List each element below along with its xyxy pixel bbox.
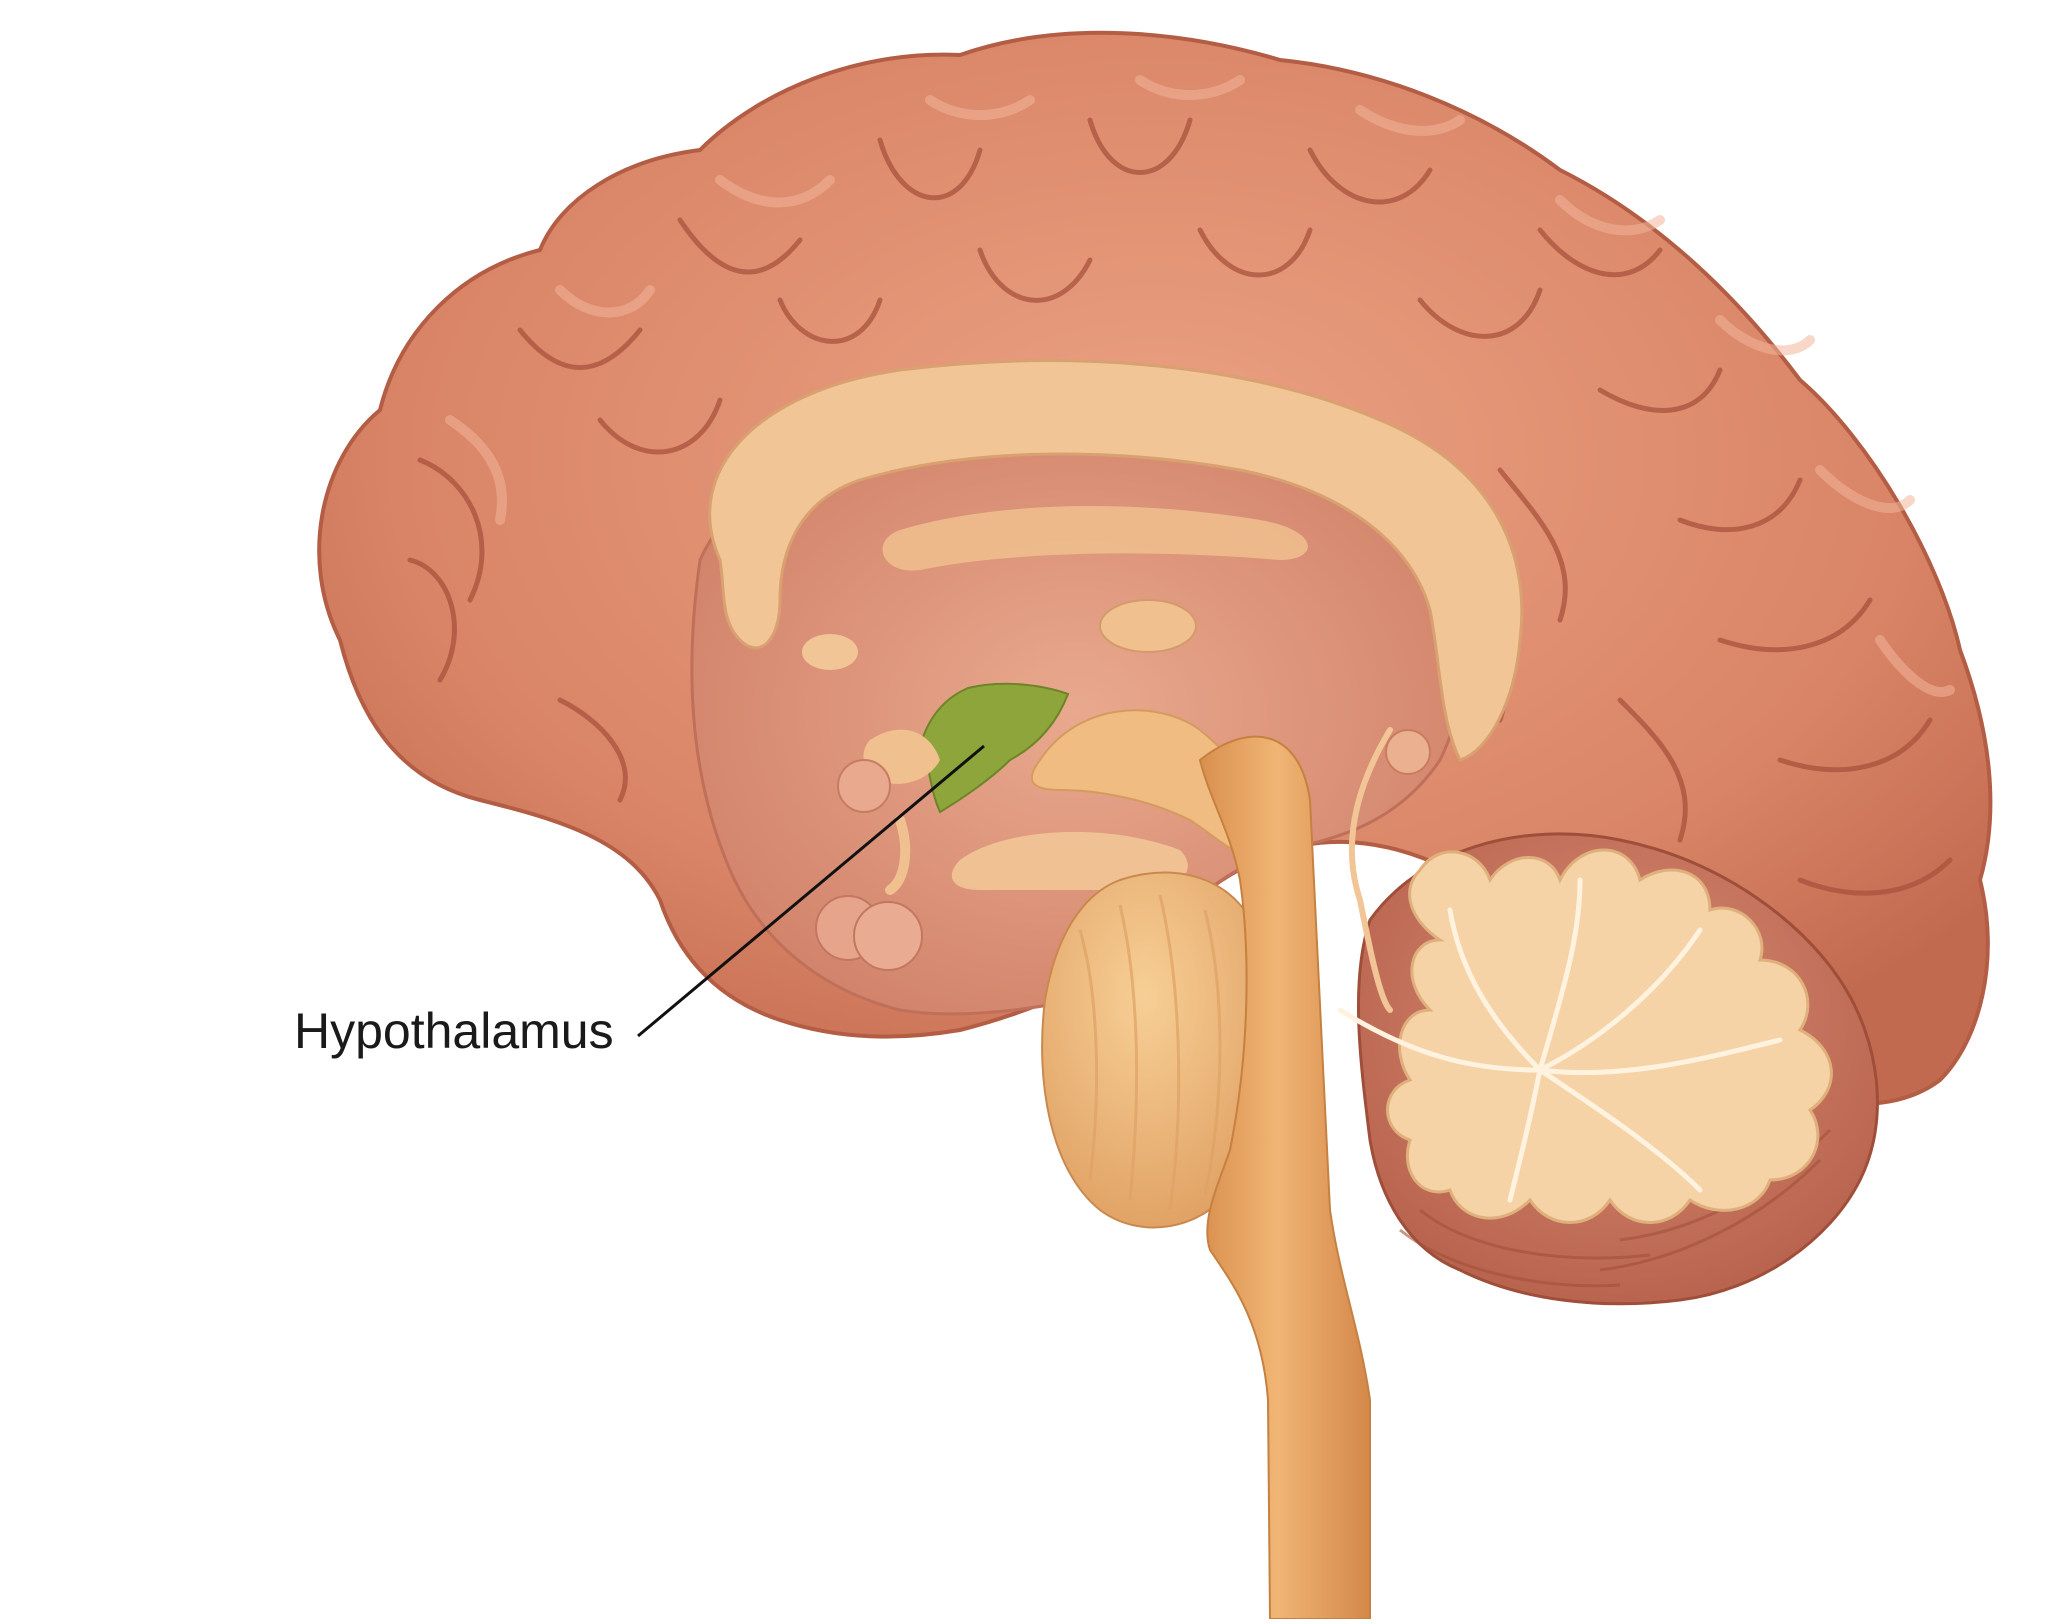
pons-striations — [1078, 894, 1222, 1211]
cerebral-aqueduct — [1348, 727, 1393, 1013]
anterior-commissure — [802, 634, 858, 670]
label-leader-line — [637, 744, 985, 1038]
gyri-highlights — [445, 75, 1955, 697]
brainstem — [1198, 735, 1371, 1620]
pituitary-upper — [837, 759, 891, 813]
fornix — [882, 506, 1308, 571]
arbor-vitae — [1386, 848, 1833, 1224]
thalamus — [1099, 599, 1197, 653]
pituitary-lower-b — [853, 901, 923, 971]
hypothalamus-label: Hypothalamus — [294, 1003, 614, 1059]
arbor-vitae-branches — [1337, 877, 1783, 1203]
pineal-gland — [1385, 729, 1431, 775]
infundibulum — [885, 815, 911, 895]
corpus-callosum — [708, 359, 1524, 762]
mammillary-band — [951, 831, 1188, 890]
